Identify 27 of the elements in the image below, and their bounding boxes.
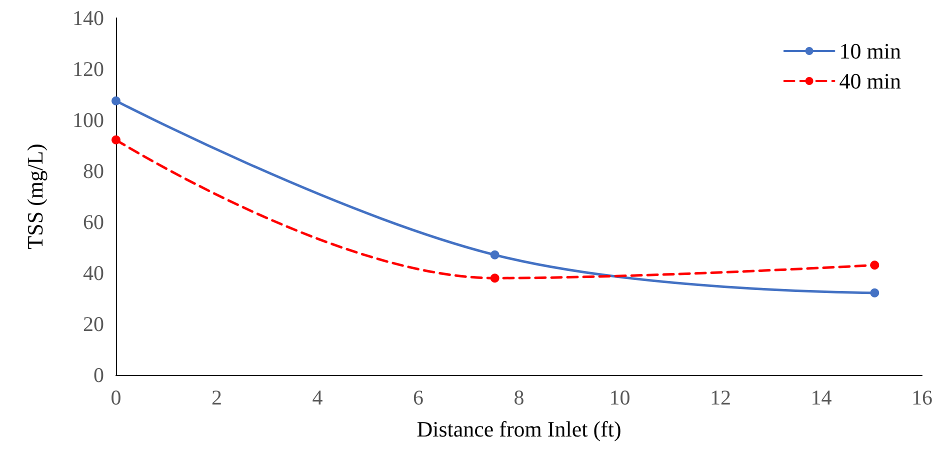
x-tick-label: 2	[212, 386, 222, 410]
point	[490, 274, 500, 283]
x-tick-label: 0	[110, 386, 122, 410]
x-axis-title: Distance from Inlet (ft)	[416, 416, 622, 442]
x-tick-label: 12	[710, 386, 731, 410]
point	[112, 135, 120, 144]
y-tick-label: 0	[94, 363, 104, 387]
y-axis-title: TSS (mg/L)	[22, 144, 48, 250]
x-tick-label: 14	[810, 386, 832, 410]
point	[870, 288, 880, 298]
point	[870, 260, 880, 270]
y-tick-label: 140	[72, 6, 104, 30]
y-tick-label: 20	[83, 312, 104, 336]
y-tick-label: 80	[83, 159, 104, 183]
x-tick-label: 10	[609, 386, 630, 410]
legend-label: 40 min	[839, 68, 902, 94]
legend-label: 10 min	[839, 38, 902, 64]
y-tick-label: 60	[83, 210, 104, 234]
x-tick-label: 8	[514, 386, 524, 410]
point	[490, 250, 500, 260]
y-tick-label: 120	[72, 57, 104, 81]
y-tick-label: 100	[72, 108, 104, 132]
y-tick-label: 40	[83, 261, 104, 285]
x-tick-label: 4	[312, 386, 324, 410]
x-tick-label: 16	[912, 386, 932, 410]
x-tick-label: 6	[413, 386, 424, 410]
point	[112, 96, 120, 106]
